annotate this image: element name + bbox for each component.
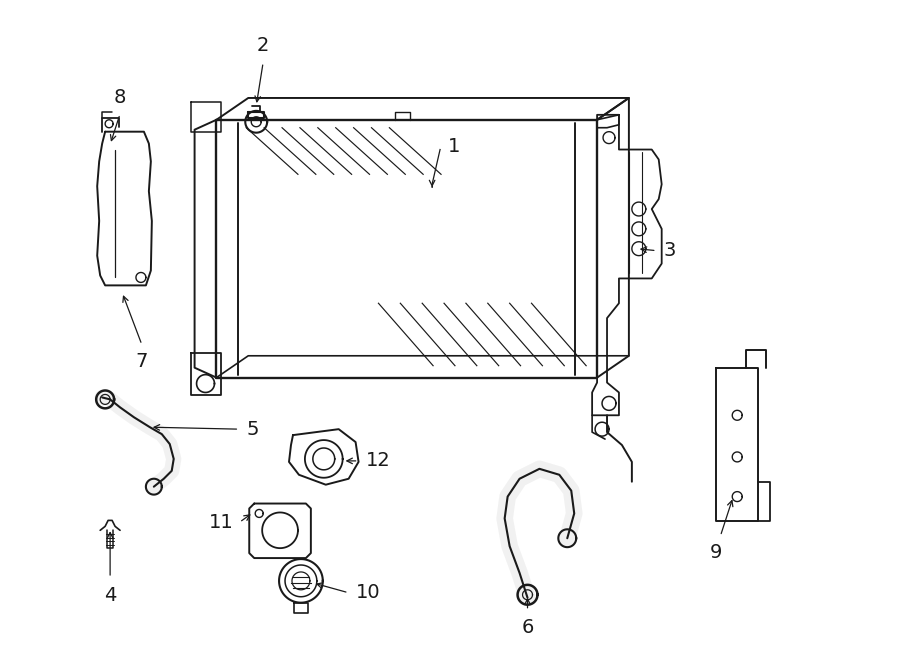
Text: 10: 10 xyxy=(356,583,380,602)
Text: 2: 2 xyxy=(257,36,269,56)
Text: 3: 3 xyxy=(663,241,676,260)
Text: 11: 11 xyxy=(209,513,233,532)
Text: 9: 9 xyxy=(710,543,723,563)
Text: 12: 12 xyxy=(365,451,391,471)
Text: 7: 7 xyxy=(136,352,149,371)
Text: 1: 1 xyxy=(448,137,461,156)
Text: 5: 5 xyxy=(247,420,259,439)
Text: 6: 6 xyxy=(521,617,534,637)
Text: 8: 8 xyxy=(114,88,126,107)
Text: 4: 4 xyxy=(104,586,116,605)
